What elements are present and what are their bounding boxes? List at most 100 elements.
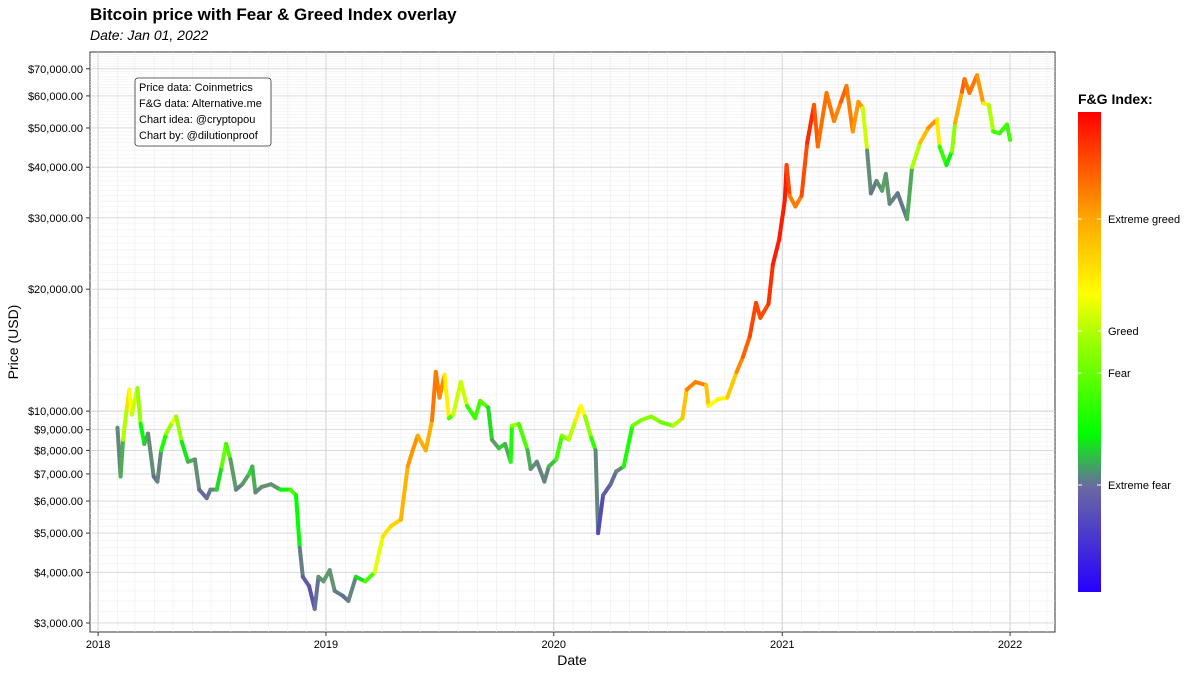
price-segment (865, 148, 873, 196)
price-segment (179, 439, 190, 464)
credits-box: Price data: Coinmetrics F&G data: Altern… (134, 77, 272, 147)
price-segment (740, 334, 752, 360)
price-segment (405, 448, 415, 469)
x-tick-label: 2020 (542, 639, 566, 651)
y-tick-label: $30,000.00 (28, 213, 83, 225)
price-segment (451, 380, 463, 417)
price-segment (758, 301, 771, 320)
price-segment (214, 464, 224, 492)
price-segment (658, 420, 675, 428)
y-axis: $3,000.00 $4,000.00 $5,000.00 $6,000.00 $7,0… (28, 64, 90, 630)
price-segment (192, 457, 202, 492)
price-segment (799, 140, 810, 198)
price-segment (935, 117, 942, 149)
y-tick-label: $6,000.00 (34, 496, 83, 508)
price-segment (159, 431, 169, 453)
price-segment (486, 405, 494, 442)
chart-title: Bitcoin price with Fear & Greed Index ov… (90, 5, 457, 24)
price-segment (312, 574, 321, 611)
price-segment (582, 414, 594, 440)
price-segment (442, 372, 451, 421)
price-segment (593, 448, 601, 536)
price-segment (734, 355, 745, 374)
price-segment (135, 386, 143, 426)
price-segment (608, 469, 619, 487)
price-segment (146, 431, 156, 479)
y-tick-label: $8,000.00 (34, 445, 83, 457)
price-segment (784, 163, 792, 198)
y-axis-title: Price (USD) (5, 305, 21, 380)
legend-label-fear: Fear (1108, 368, 1131, 380)
price-segment (250, 464, 258, 495)
price-segment (944, 149, 955, 168)
legend-label-greed: Greed (1108, 326, 1139, 338)
y-tick-label: $50,000.00 (28, 123, 83, 135)
price-segment (937, 144, 949, 168)
price-segment (240, 471, 252, 487)
price-segment (910, 140, 923, 170)
legend: F&G Index: Extreme greed Greed Fear Extr… (1078, 91, 1180, 592)
y-tick-label: $7,000.00 (34, 469, 83, 481)
price-segment (363, 570, 377, 584)
price-segment (844, 83, 855, 134)
price-segment (380, 524, 393, 539)
price-segment (542, 464, 551, 484)
price-segment (850, 99, 861, 134)
price-segment (953, 89, 964, 125)
credit-fg-data: F&G data: Alternative.me (139, 98, 262, 110)
price-segment (589, 435, 598, 453)
price-segment (918, 125, 931, 145)
credit-chart-by: Chart by: @dilutionproof (139, 130, 259, 142)
price-segment (860, 106, 870, 153)
price-segment (566, 418, 578, 442)
price-segment (986, 102, 996, 134)
legend-colorbar (1078, 112, 1101, 592)
price-segment (224, 441, 233, 462)
price-segment (554, 433, 564, 462)
price-segment (174, 414, 184, 444)
price-segment (121, 405, 129, 442)
y-tick-label: $40,000.00 (28, 162, 83, 174)
price-segment (832, 99, 843, 124)
legend-label-extreme-greed: Extreme greed (1108, 214, 1180, 226)
price-segment (596, 493, 606, 536)
price-segment (534, 459, 547, 484)
y-tick-label: $60,000.00 (28, 91, 83, 103)
y-tick-label: $3,000.00 (34, 618, 83, 630)
price-segment (601, 482, 613, 498)
price-segment (824, 90, 837, 124)
price-segment (1004, 122, 1013, 142)
y-tick-label: $20,000.00 (28, 284, 83, 296)
price-segment (458, 380, 470, 408)
price-segment (905, 165, 915, 222)
y-tick-label: $70,000.00 (28, 64, 83, 76)
price-segment (164, 420, 175, 436)
price-segment (297, 545, 305, 579)
price-segment (883, 171, 892, 206)
price-segment (621, 423, 635, 469)
price-segment (770, 237, 782, 267)
price-segment (725, 369, 739, 400)
price-segment (793, 193, 804, 209)
chart-subtitle: Date: Jan 01, 2022 (90, 27, 209, 43)
price-segment (293, 493, 302, 550)
x-tick-label: 2021 (770, 639, 794, 651)
price-segment (327, 568, 337, 593)
price-segment (747, 300, 759, 339)
credit-chart-idea: Chart idea: @cryptopou (139, 114, 255, 126)
y-tick-label: $4,000.00 (34, 567, 83, 579)
price-segment (398, 464, 410, 522)
x-axis: 2018 2019 2020 2021 2022 (86, 632, 1022, 651)
price-segment (516, 421, 530, 453)
price-segment (680, 387, 689, 421)
x-tick-label: 2022 (998, 639, 1022, 651)
price-segment (766, 262, 775, 306)
price-segment (155, 448, 164, 484)
price-segment (974, 73, 986, 106)
price-segment (525, 448, 533, 471)
plot-panel (89, 51, 1056, 633)
price-segment (346, 574, 358, 603)
price-segment (372, 534, 385, 575)
price-segment (228, 457, 239, 492)
